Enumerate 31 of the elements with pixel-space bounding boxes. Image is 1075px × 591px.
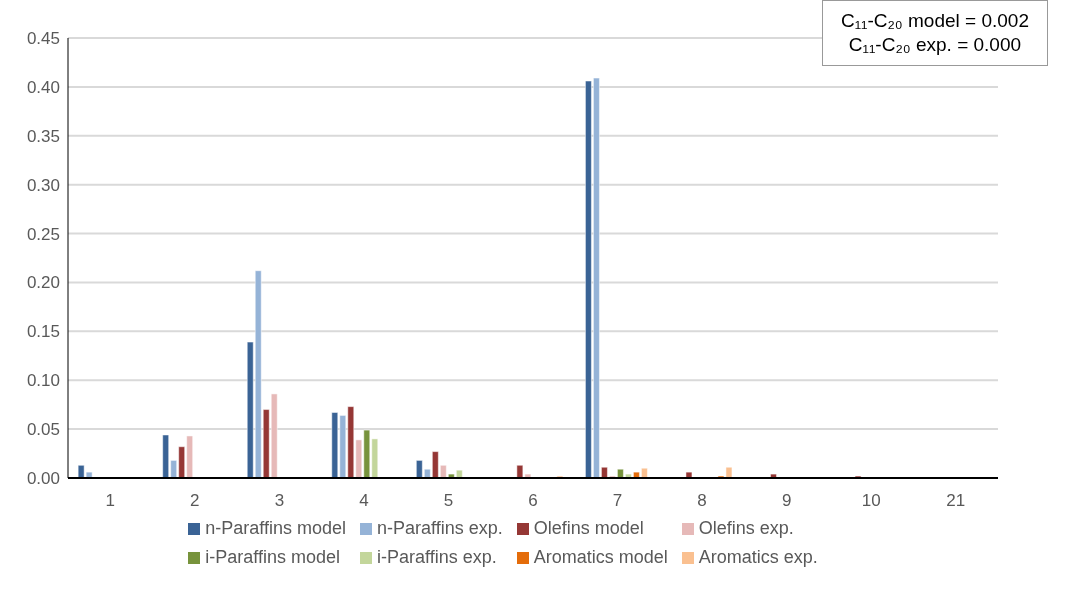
y-tick-label: 0.00	[26, 469, 60, 489]
legend-label: i-Paraffins model	[205, 547, 340, 568]
y-tick-label: 0.30	[26, 175, 60, 195]
annotation: C₁₁-C₂₀ exp. = 0.000	[848, 34, 1022, 55]
y-tick-label: 0.35	[26, 126, 60, 146]
x-tick-label: 7	[612, 491, 623, 511]
legend-label: n-Paraffins exp.	[376, 518, 503, 539]
x-tick-label: 2	[190, 491, 200, 511]
text: C₁₁-C₂₀ model = 0.002	[840, 10, 1029, 31]
x-tick-label: 5	[443, 491, 454, 511]
legend-label: Olefins model	[533, 518, 644, 539]
legend-label: Olefins exp.	[698, 518, 794, 539]
y-tick-label: 0.05	[26, 420, 60, 440]
x-tick-label: 10	[861, 491, 881, 511]
y-tick-label: 0.10	[26, 371, 60, 391]
x-tick-label: 9	[781, 491, 792, 511]
x-tick-label: 8	[697, 491, 707, 511]
x-tick-label: 4	[359, 491, 369, 511]
y-tick-label: 0.20	[26, 273, 60, 293]
y-tick-label: 0.45	[26, 29, 60, 49]
legend-label: i-Paraffins exp.	[376, 547, 497, 568]
x-tick-label: 3	[274, 491, 285, 511]
x-tick-label: 6	[528, 491, 538, 511]
x-tick-label: 21	[946, 491, 966, 511]
legend-label: Aromatics model	[533, 547, 668, 568]
y-tick-label: 0.40	[26, 77, 60, 97]
y-tick-label: 0.15	[26, 322, 60, 342]
legend-label: Aromatics exp.	[698, 547, 818, 568]
legend-label: n-Paraffins model	[205, 518, 346, 539]
x-tick-label: 1	[105, 491, 116, 511]
y-tick-label: 0.25	[26, 224, 60, 244]
